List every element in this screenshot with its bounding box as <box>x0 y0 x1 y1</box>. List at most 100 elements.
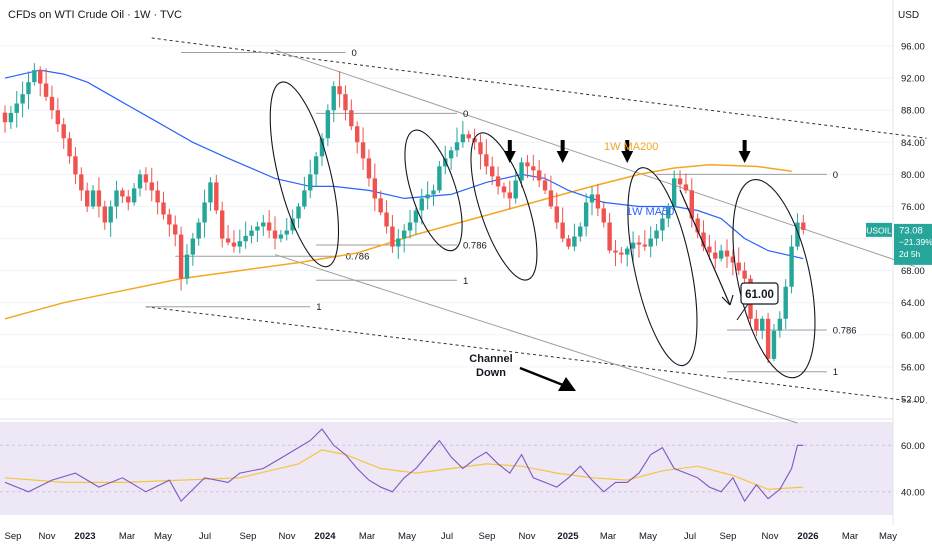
candle-body <box>155 190 160 203</box>
candle-body <box>355 126 360 143</box>
candle-body <box>208 182 213 203</box>
candle-body <box>149 182 154 191</box>
x-tick-label: Nov <box>279 531 296 542</box>
candle-body <box>349 110 354 127</box>
candle-body <box>131 188 137 203</box>
candle-body <box>718 250 724 259</box>
candle-body <box>96 190 102 207</box>
projection-arrow <box>679 189 731 306</box>
candle-body <box>413 210 419 223</box>
candle-body <box>695 218 700 233</box>
fib-level-label: 1 <box>316 302 321 313</box>
fib-level-label: 0.786 <box>833 325 857 336</box>
candle-body <box>143 174 149 183</box>
x-tick-label: May <box>398 531 416 542</box>
x-tick-label: 2023 <box>74 531 95 542</box>
countdown-label: 2d 5h <box>899 249 921 259</box>
x-tick-label: Sep <box>479 531 496 542</box>
candle-body <box>630 242 636 249</box>
price-badge <box>894 223 932 265</box>
candle-body <box>789 246 794 287</box>
y-tick-label: 80.00 <box>901 170 925 181</box>
rsi-tick-label: 40.00 <box>901 487 925 498</box>
candle-body <box>161 202 166 215</box>
candle-body <box>196 222 201 239</box>
candle-body <box>613 250 618 253</box>
y-tick-label: 76.00 <box>901 202 925 213</box>
candle-body <box>531 166 536 171</box>
candle-body <box>231 242 237 247</box>
channel-top-dashed <box>151 37 927 139</box>
fib-level-label: 1 <box>463 276 468 287</box>
cycle-ellipse <box>269 81 340 268</box>
channel-direction-arrowhead <box>558 377 576 391</box>
down-arrow-icon <box>556 140 569 163</box>
candle-body <box>460 134 466 143</box>
ticker-badge-label: USOIL <box>866 225 892 235</box>
candle-body <box>43 83 49 97</box>
candle-body <box>249 230 254 236</box>
arrow-head <box>556 151 569 163</box>
candle-body <box>190 238 196 255</box>
down-arrow-icon <box>503 140 516 163</box>
candle-body <box>401 230 407 239</box>
candle-body <box>255 226 260 231</box>
arrow-head <box>503 151 516 163</box>
candle-body <box>390 226 395 247</box>
channel-label-line1: Channel <box>469 353 512 365</box>
candle-body <box>566 238 571 247</box>
candle-body <box>677 178 683 185</box>
candle-body <box>366 158 372 179</box>
candle-body <box>689 190 694 219</box>
x-tick-label: Mar <box>359 531 375 542</box>
candle-body <box>32 70 37 83</box>
arrow-head <box>621 151 634 163</box>
candle-body <box>261 222 266 227</box>
candle-body <box>26 82 31 95</box>
fib-level-label: 0.786 <box>346 252 370 263</box>
ma200-line <box>4 163 792 320</box>
candle-body <box>290 218 295 231</box>
x-tick-label: 2026 <box>797 531 818 542</box>
candle-body <box>14 103 19 113</box>
cycle-ellipse <box>627 167 698 367</box>
candle-body <box>184 254 190 279</box>
candle-body <box>102 206 107 223</box>
candle-body <box>730 256 736 263</box>
channel-bottom-dashed <box>145 306 927 404</box>
x-tick-label: Nov <box>39 531 56 542</box>
candle-body <box>49 96 55 111</box>
candle-body <box>8 112 14 123</box>
candle-body <box>61 124 66 139</box>
rsi-tick-label: 60.00 <box>901 441 925 452</box>
x-tick-label: May <box>154 531 172 542</box>
x-tick-label: Nov <box>519 531 536 542</box>
candle-body <box>671 178 677 207</box>
candle-body <box>20 94 25 104</box>
cycle-ellipse <box>404 129 463 252</box>
candle-body <box>507 192 513 199</box>
candle-body <box>425 194 430 199</box>
candle-body <box>343 94 348 111</box>
y-tick-label: 60.00 <box>901 330 925 341</box>
candle-body <box>331 86 336 111</box>
candle-body <box>648 238 653 247</box>
down-arrow-icon <box>738 140 751 163</box>
candle-body <box>173 224 178 235</box>
channel-lower-line <box>274 254 798 424</box>
candle-body <box>313 156 319 175</box>
candle-body <box>108 206 113 223</box>
candle-body <box>302 190 307 207</box>
candle-body <box>801 222 806 230</box>
candle-body <box>202 202 207 223</box>
x-tick-label: May <box>879 531 897 542</box>
rsi-ma-line <box>4 449 804 491</box>
candle-body <box>237 241 242 247</box>
x-tick-label: Sep <box>720 531 737 542</box>
candle-body <box>484 154 489 167</box>
candle-body <box>38 70 43 84</box>
candle-body <box>384 212 389 227</box>
candle-body <box>765 318 771 359</box>
candle-body <box>619 252 624 255</box>
